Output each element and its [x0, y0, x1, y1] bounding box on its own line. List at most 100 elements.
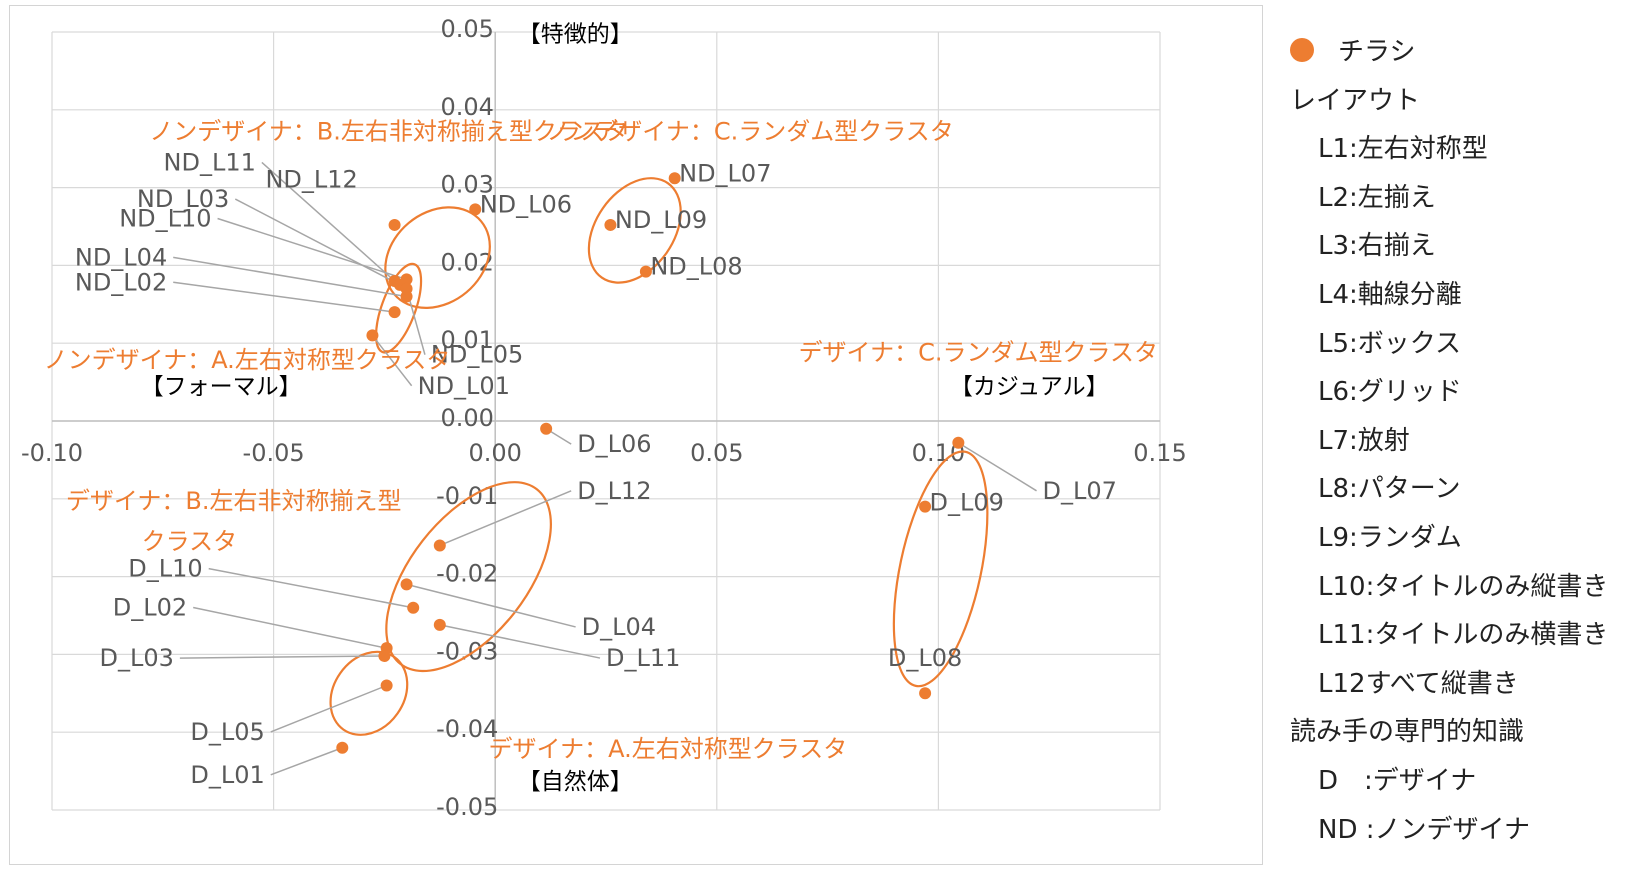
cluster-ellipse [375, 262, 423, 354]
leader-line [217, 217, 407, 281]
leader-line [270, 747, 343, 776]
data-label: D_L12 [577, 477, 651, 505]
quadrant-label-left: 【フォーマル】 [141, 374, 302, 400]
y-tick-label: 0.02 [440, 248, 493, 276]
cluster-label: ノンデザイナ：C.ランダム型クラスタ [546, 117, 953, 145]
y-tick-label: 0.00 [440, 404, 493, 432]
cluster-ellipse [892, 450, 989, 688]
legend-layout-item: L8:パターン [1318, 474, 1461, 505]
y-tick-label: -0.02 [436, 560, 498, 588]
data-point [952, 436, 965, 449]
data-point [469, 203, 482, 216]
data-point [378, 649, 391, 662]
data-label: ND_L10 [119, 205, 211, 233]
legend-layout-item: L1:左右対称型 [1318, 134, 1488, 165]
quadrant-label-top: 【特徴的】 [518, 21, 633, 47]
data-point [919, 500, 932, 513]
data-point [400, 282, 413, 295]
legend: チラシ レイアウト L1:左右対称型 L2:左揃え L3:右揃え L4:軸線分離 L5:… [1290, 28, 1640, 854]
cluster-label: クラスタ [142, 527, 238, 555]
cluster-label: デザイナ：B.左右非対称揃え型 [66, 487, 402, 515]
cluster-ellipse [587, 177, 682, 284]
leader-line [439, 624, 601, 659]
cluster-label: ノンデザイナ：B.左右非対称揃え型クラスタ [149, 117, 628, 145]
y-tick-label: 0.05 [440, 15, 493, 43]
leader-line [179, 655, 385, 659]
y-tick-label: 0.01 [440, 326, 493, 354]
x-tick-label: 0.05 [690, 439, 743, 467]
data-label: D_L05 [190, 718, 264, 746]
legend-reader-items: D :デザイナ ND :ノンデザイナ [1290, 757, 1640, 854]
x-tick-label: -0.10 [21, 439, 83, 467]
legend-layout-item: L12すべて縦書き [1318, 668, 1519, 699]
legend-reader-item: D :デザイナ [1318, 765, 1477, 796]
data-label: D_L11 [606, 644, 680, 672]
leader-line [173, 256, 407, 298]
x-tick-label: 0.15 [1133, 439, 1186, 467]
data-label: D_L02 [113, 594, 187, 622]
quadrant-label-right: 【カジュアル】 [950, 374, 1109, 400]
y-tick-label: -0.01 [436, 482, 498, 510]
data-label: ND_L07 [679, 159, 771, 187]
data-label: ND_L04 [75, 243, 167, 271]
data-point [366, 329, 379, 342]
legend-layout-item: L6:グリッド [1318, 377, 1462, 408]
quadrant-label-bottom: 【自然体】 [518, 769, 633, 795]
data-point [919, 687, 932, 700]
data-label: ND_L02 [75, 268, 167, 296]
cluster-ellipse [329, 650, 409, 736]
data-point [433, 618, 446, 631]
data-point [407, 601, 420, 614]
data-label: ND_L05 [431, 341, 523, 369]
legend-layout-item: L5:ボックス [1318, 328, 1462, 359]
data-point [604, 218, 617, 231]
legend-layout-item: L2:左揃え [1318, 182, 1436, 213]
leader-line [173, 281, 395, 313]
leader-line [371, 334, 413, 387]
data-point [639, 265, 652, 278]
x-tick-label: 0.00 [468, 439, 521, 467]
data-label: D_L01 [190, 761, 264, 789]
x-tick-label: -0.05 [243, 439, 305, 467]
data-label: ND_L06 [480, 190, 572, 218]
cluster-label: デザイナ：C.ランダム型クラスタ [799, 338, 1158, 366]
data-label: D_L03 [99, 644, 173, 672]
legend-layout-item: L10:タイトルのみ縦書き [1318, 571, 1609, 602]
legend-layout-item: L3:右揃え [1318, 231, 1436, 262]
data-label: D_L08 [888, 644, 962, 672]
y-tick-label: -0.05 [436, 793, 498, 821]
data-label: D_L04 [582, 613, 656, 641]
data-label: ND_L12 [265, 166, 357, 194]
legend-layout-item: L9:ランダム [1318, 522, 1462, 553]
data-point [336, 741, 349, 754]
data-point [668, 172, 681, 185]
data-label: D_L09 [930, 488, 1004, 516]
legend-layout-item: L7:放射 [1318, 425, 1410, 456]
data-label: ND_L08 [650, 253, 742, 281]
leader-line [208, 567, 414, 609]
leader-line [957, 442, 1037, 492]
y-tick-label: 0.03 [440, 171, 493, 199]
data-point [400, 273, 413, 286]
data-label: ND_L11 [164, 148, 256, 176]
scatter-chart: -0.10 -0.05 0.00 0.05 0.10 0.150.050.040.030.… [21, 15, 1187, 821]
legend-layout-item: L4:軸線分離 [1318, 279, 1462, 310]
leader-line [193, 606, 387, 649]
cluster-label: デザイナ：A.左右対称型クラスタ [489, 735, 848, 763]
legend-reader-item: ND :ノンデザイナ [1318, 814, 1530, 845]
legend-marker-icon [1290, 38, 1314, 62]
data-label: ND_L03 [137, 185, 229, 213]
leader-line [261, 161, 396, 282]
legend-layout-item: L11:タイトルのみ横書き [1318, 620, 1609, 651]
y-tick-label: -0.04 [436, 715, 498, 743]
data-label: D_L06 [577, 430, 651, 458]
y-tick-label: 0.04 [440, 93, 493, 121]
data-label: D_L10 [128, 555, 202, 583]
data-label: ND_L01 [418, 372, 510, 400]
data-point [433, 539, 446, 552]
leader-line [406, 583, 576, 628]
legend-series-label: チラシ [1338, 37, 1416, 67]
data-point [388, 306, 401, 319]
data-point [400, 578, 413, 591]
chart-frame [9, 5, 1263, 865]
